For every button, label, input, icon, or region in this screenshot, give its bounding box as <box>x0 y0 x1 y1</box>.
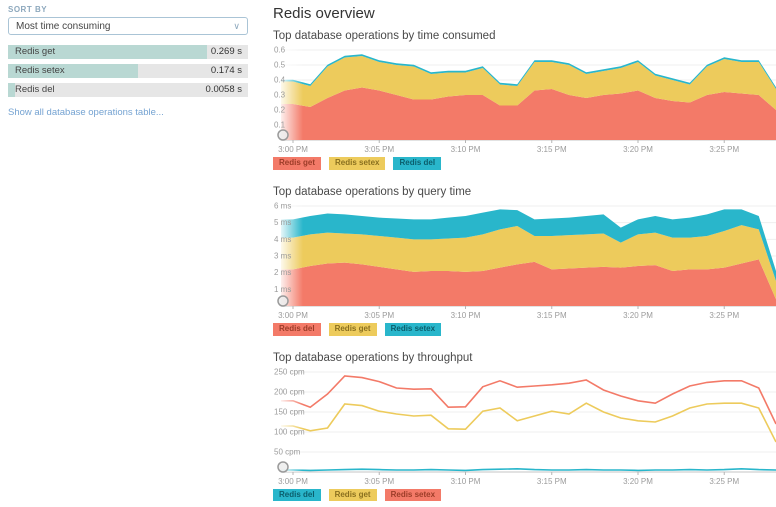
zoom-reset-icon[interactable] <box>277 295 289 307</box>
area-series <box>281 87 776 140</box>
line-series <box>281 467 776 471</box>
y-axis-tick-label: 2 ms <box>274 268 291 277</box>
chart-query-time-title: Top database operations by query time <box>273 185 472 198</box>
operation-label: Redis get <box>15 46 56 57</box>
chevron-down-icon: ∨ <box>233 20 240 31</box>
operations-list: Redis get 0.269 s Redis setex 0.174 s Re… <box>8 45 248 97</box>
chart-time-consumed: Top database operations by time consumed… <box>273 30 776 170</box>
x-axis-tick-label: 3:05 PM <box>364 145 394 154</box>
show-all-operations-link[interactable]: Show all database operations table... <box>8 107 164 118</box>
legend-item[interactable]: Redis get <box>273 157 322 170</box>
operation-value: 0.174 s <box>210 65 242 76</box>
chart-throughput-title: Top database operations by throughput <box>273 351 473 364</box>
legend-item[interactable]: Redis get <box>328 488 377 502</box>
operation-row-redis-get[interactable]: Redis get 0.269 s <box>8 45 248 59</box>
sort-sidebar: SORT BY Most time consuming ∨ Redis get … <box>8 5 248 120</box>
sort-dropdown[interactable]: Most time consuming ∨ <box>8 17 248 35</box>
y-axis-tick-label: 150 cpm <box>274 407 305 416</box>
sort-by-label: SORT BY <box>8 5 48 14</box>
legend-item[interactable]: Redis setex <box>384 488 442 502</box>
y-axis-tick-label: 1 ms <box>274 285 291 294</box>
operation-bar-fill <box>8 64 138 78</box>
operation-value: 0.269 s <box>210 46 242 57</box>
area-series <box>281 259 776 306</box>
chart-query-time: Top database operations by query time 6 … <box>273 186 776 336</box>
x-axis-tick-label: 3:15 PM <box>537 311 567 320</box>
chart-time-consumed-title: Top database operations by time consumed <box>273 30 496 42</box>
y-axis-tick-label: 0.2 <box>274 106 286 115</box>
operation-label: Redis del <box>15 84 55 95</box>
chart-throughput: Top database operations by throughput 25… <box>273 352 776 502</box>
x-axis-tick-label: 3:25 PM <box>709 311 739 320</box>
zoom-reset-icon[interactable] <box>277 460 289 473</box>
x-axis-tick-label: 3:20 PM <box>623 145 653 154</box>
y-axis-tick-label: 0.6 <box>274 46 286 55</box>
query-time-chart-canvas[interactable]: 6 ms 5 ms 4 ms 3 ms 2 ms 1 ms 3:00 PM 3:05 PM 3:… <box>273 201 776 321</box>
y-axis-tick-label: 3 ms <box>274 251 291 260</box>
y-axis-tick-label: 4 ms <box>274 235 291 244</box>
y-axis-tick-label: 0.1 <box>274 121 286 130</box>
operation-row-redis-setex[interactable]: Redis setex 0.174 s <box>8 64 248 78</box>
time-consumed-chart-canvas[interactable]: 0.6 0.5 0.4 0.3 0.2 0.1 3:00 PM 3:05 PM 3:10 PM 3… <box>273 46 776 155</box>
x-axis-tick-label: 3:00 PM <box>278 311 308 320</box>
query-time-legend: Redis del Redis get Redis setex <box>273 322 776 336</box>
operation-bar-fill <box>8 45 208 59</box>
x-axis-tick-label: 3:10 PM <box>451 477 481 486</box>
y-axis-tick-label: 6 ms <box>274 202 291 211</box>
x-axis-tick-label: 3:15 PM <box>537 477 567 486</box>
legend-item[interactable]: Redis del <box>273 488 321 502</box>
y-axis-tick-label: 0.4 <box>274 76 286 85</box>
legend-item[interactable]: Redis setex <box>384 322 442 336</box>
y-axis-tick-label: 0.5 <box>274 61 286 70</box>
line-series <box>281 401 776 442</box>
x-axis-tick-label: 3:05 PM <box>364 311 394 320</box>
legend-item[interactable]: Redis get <box>328 322 377 336</box>
y-axis-tick-label: 200 cpm <box>274 387 305 396</box>
legend-item[interactable]: Redis setex <box>329 157 386 170</box>
throughput-chart-canvas[interactable]: 250 cpm 200 cpm 150 cpm 100 cpm 50 cpm 3:00 P… <box>273 367 776 487</box>
legend-item[interactable]: Redis del <box>393 157 442 170</box>
area-series <box>281 224 776 300</box>
operation-label: Redis setex <box>15 65 65 76</box>
x-axis-tick-label: 3:25 PM <box>709 477 739 486</box>
y-axis-tick-label: 5 ms <box>274 218 291 227</box>
time-consumed-legend: Redis get Redis setex Redis del <box>273 157 776 170</box>
operation-row-redis-del[interactable]: Redis del 0.0058 s <box>8 83 248 97</box>
y-axis-tick-label: 0.3 <box>274 91 286 100</box>
main-content: Redis overview Top database operations b… <box>273 0 776 507</box>
area-series <box>281 54 776 89</box>
x-axis-tick-label: 3:20 PM <box>623 477 653 486</box>
operation-bar-fill <box>8 83 16 97</box>
y-axis-tick-label: 100 cpm <box>274 427 305 436</box>
y-axis-tick-label: 250 cpm <box>274 368 305 377</box>
y-axis-tick-label: 50 cpm <box>274 447 301 456</box>
page-title: Redis overview <box>273 5 375 22</box>
x-axis-tick-label: 3:25 PM <box>709 145 739 154</box>
sort-dropdown-value: Most time consuming <box>16 20 111 32</box>
x-axis-tick-label: 3:00 PM <box>278 477 308 486</box>
operation-value: 0.0058 s <box>205 84 242 95</box>
x-axis-tick-label: 3:20 PM <box>623 311 653 320</box>
legend-item[interactable]: Redis del <box>273 322 321 336</box>
line-series <box>281 374 776 424</box>
x-axis-tick-label: 3:05 PM <box>364 477 394 486</box>
zoom-reset-icon[interactable] <box>277 129 289 141</box>
area-series <box>281 56 776 110</box>
throughput-legend: Redis del Redis get Redis setex <box>273 488 776 502</box>
x-axis-tick-label: 3:15 PM <box>537 145 567 154</box>
x-axis-tick-label: 3:10 PM <box>451 311 481 320</box>
area-series <box>281 209 776 281</box>
x-axis-tick-label: 3:00 PM <box>278 145 308 154</box>
x-axis-tick-label: 3:10 PM <box>451 145 481 154</box>
